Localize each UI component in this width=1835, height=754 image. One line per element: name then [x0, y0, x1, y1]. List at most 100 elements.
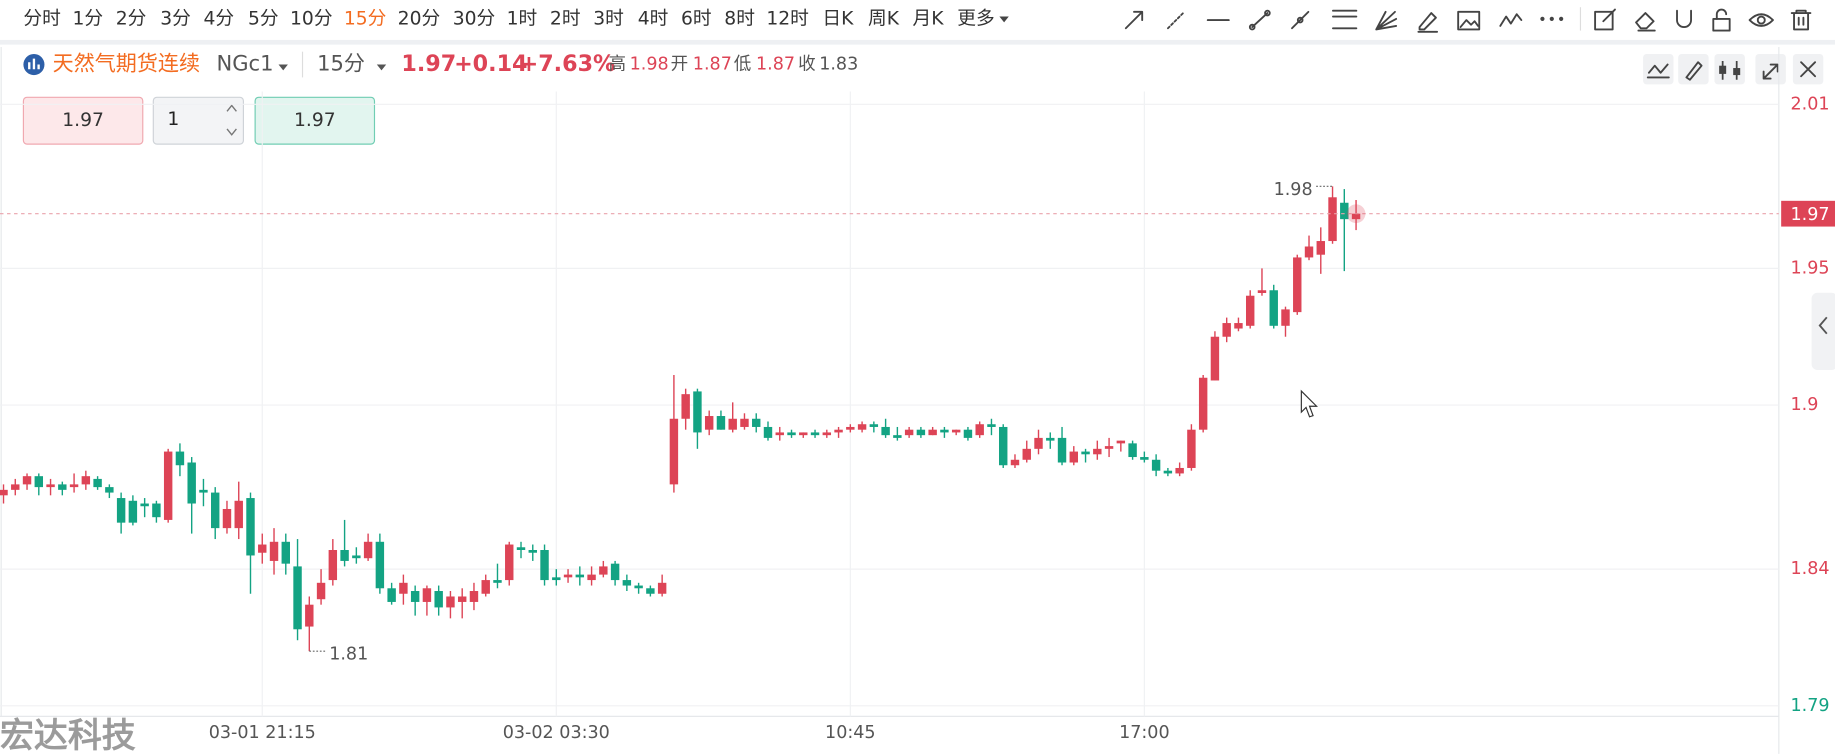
candle-body — [681, 394, 690, 419]
last-price-pulse — [1346, 204, 1366, 224]
side-panel-toggle[interactable] — [1811, 292, 1835, 370]
stat-value: 1.87 — [693, 55, 732, 75]
quantity-spinner[interactable] — [226, 104, 237, 136]
candle-body — [46, 484, 55, 488]
candle-body — [1057, 437, 1067, 463]
candle-body — [0, 489, 8, 496]
candle-body — [857, 424, 867, 430]
divider — [1579, 7, 1582, 31]
candle-body — [1198, 377, 1208, 430]
candle-body — [728, 418, 737, 430]
interval-button[interactable]: 8时 — [724, 8, 755, 29]
candle-body — [128, 500, 138, 523]
header-divider — [301, 51, 304, 78]
candle-body — [58, 484, 67, 490]
candle-body — [916, 429, 926, 436]
interval-button[interactable]: 20分 — [398, 8, 441, 29]
interval-button[interactable]: 4分 — [204, 8, 235, 29]
candle-body — [1104, 446, 1114, 449]
interval-button[interactable]: 2分 — [116, 8, 147, 29]
candle-body — [352, 555, 361, 559]
interval-button[interactable]: 1时 — [507, 8, 538, 29]
candle-body — [1245, 295, 1255, 326]
tool-fib[interactable] — [1332, 9, 1358, 30]
stat-label: 收 — [798, 55, 816, 75]
high-label: 1.98 — [1274, 180, 1313, 200]
interval-button[interactable]: 1分 — [72, 8, 103, 29]
candle-body — [187, 462, 196, 504]
interval-button[interactable]: 12时 — [766, 8, 809, 29]
sell-button[interactable] — [22, 96, 144, 145]
tool-more[interactable] — [1540, 16, 1564, 22]
interval-button[interactable]: 15分 — [344, 8, 387, 29]
interval-button[interactable]: 10分 — [290, 8, 333, 29]
interval-button[interactable]: 30分 — [453, 8, 496, 29]
interval-button[interactable]: 更多 — [957, 8, 994, 29]
candle-body — [822, 432, 832, 436]
tool-fan[interactable] — [1375, 10, 1398, 31]
indicator-icon — [1646, 63, 1670, 79]
tool-eraser[interactable] — [1635, 12, 1656, 32]
y-tick-label: 2.01 — [1791, 94, 1830, 114]
candle-body — [610, 563, 620, 581]
candle-body — [1328, 197, 1337, 242]
mouse-cursor — [1300, 389, 1318, 418]
interval-button[interactable]: 4时 — [638, 8, 669, 29]
draw-icon — [1685, 61, 1703, 81]
candle-body — [1257, 290, 1267, 293]
quantity-input[interactable] — [152, 96, 245, 145]
candle-body — [222, 508, 232, 529]
tool-magnet[interactable] — [1676, 9, 1692, 29]
candle-body — [1351, 213, 1361, 220]
symbol-caret[interactable] — [278, 64, 288, 71]
interval-button[interactable]: 日K — [822, 8, 854, 29]
symbol-name: 天然气期货连续 — [53, 51, 200, 76]
interval-button[interactable]: 3时 — [593, 8, 624, 29]
candle-body — [1010, 459, 1020, 466]
tool-segment[interactable] — [1248, 9, 1271, 31]
interval-button[interactable]: 3分 — [160, 8, 191, 29]
tool-lock[interactable] — [1712, 8, 1731, 32]
tool-image[interactable] — [1457, 10, 1481, 31]
interval-button[interactable]: 6时 — [681, 8, 712, 29]
candle-body — [246, 498, 255, 556]
stat-value: 1.83 — [819, 55, 858, 75]
candle-body — [704, 416, 714, 430]
candle-body — [516, 547, 526, 550]
interval-button[interactable]: 月K — [913, 8, 945, 29]
interval-button[interactable]: 分时 — [23, 8, 60, 29]
tool-edit[interactable] — [1594, 8, 1616, 31]
tool-trend[interactable] — [1291, 10, 1310, 30]
tool-arrow[interactable] — [1124, 10, 1144, 30]
candle-body — [93, 478, 102, 488]
interval-button[interactable]: 周K — [868, 8, 900, 29]
tool-wave[interactable] — [1499, 13, 1523, 27]
x-tick-label: 10:45 — [825, 723, 876, 743]
candle-body — [1022, 448, 1031, 460]
tool-ray[interactable] — [1167, 10, 1186, 30]
tool-eye[interactable] — [1748, 13, 1774, 27]
buy-button[interactable] — [254, 96, 376, 145]
interval-button[interactable]: 2时 — [550, 8, 581, 29]
candle-body — [211, 492, 220, 529]
style-icon — [1733, 68, 1741, 76]
candle-body — [987, 424, 996, 427]
candle-body — [281, 541, 290, 564]
candle-body — [387, 588, 396, 602]
interval-button[interactable]: 5分 — [248, 8, 279, 29]
candle-body — [869, 424, 879, 427]
candle-body — [799, 432, 808, 436]
x-tick-label: 17:00 — [1119, 723, 1170, 743]
candle-body — [775, 432, 784, 436]
tool-delete[interactable] — [1790, 9, 1812, 31]
quantity-value: 1 — [167, 109, 179, 130]
timeframe[interactable]: 15分 — [317, 51, 365, 76]
tool-pen[interactable] — [1417, 12, 1439, 33]
candle-body — [622, 580, 632, 586]
candle-body — [399, 582, 408, 594]
fullscreen-button[interactable] — [1755, 54, 1786, 85]
candle-body — [1281, 309, 1290, 326]
style-button[interactable] — [1714, 54, 1745, 85]
candle-body — [269, 541, 279, 561]
stat-label: 开 — [671, 55, 689, 75]
